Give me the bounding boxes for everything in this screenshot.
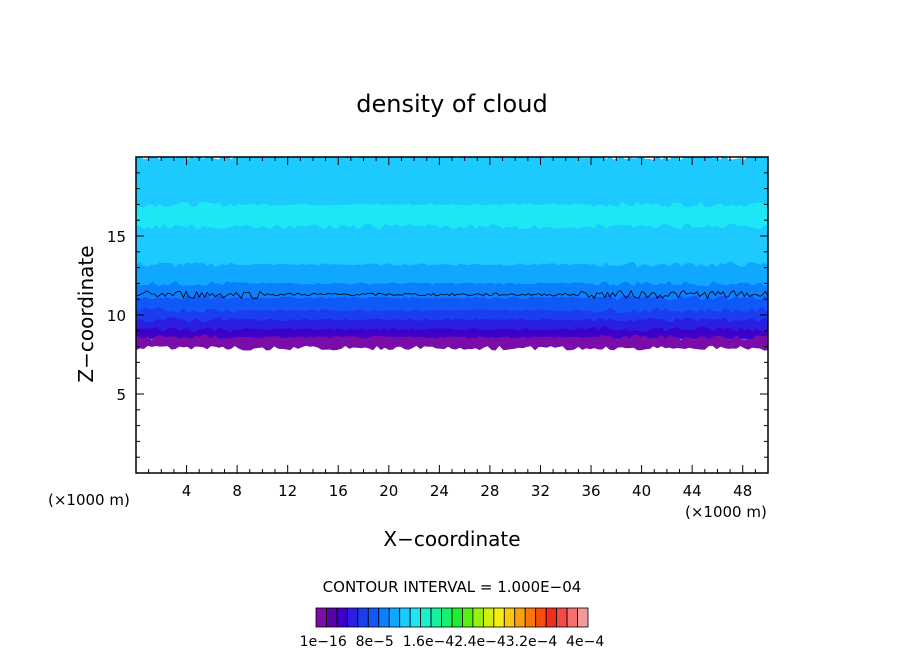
colorbar-cell bbox=[535, 607, 547, 628]
x-tick-label: 44 bbox=[683, 482, 702, 500]
colorbar-cell bbox=[577, 607, 589, 628]
colorbar-cell bbox=[472, 607, 484, 628]
colorbar-cell bbox=[556, 607, 568, 628]
x-tick-label: 48 bbox=[733, 482, 752, 500]
x-tick-label: 40 bbox=[632, 482, 651, 500]
colorbar-cell bbox=[503, 607, 516, 628]
x-tick-label: 12 bbox=[278, 482, 297, 500]
colorbar-cell bbox=[367, 607, 380, 628]
x-tick-label: 36 bbox=[581, 482, 600, 500]
colorbar-cell bbox=[336, 607, 348, 628]
colorbar-cell bbox=[524, 607, 537, 628]
colorbar bbox=[315, 607, 589, 628]
colorbar-cell bbox=[493, 607, 505, 628]
x-axis-label: X−coordinate bbox=[383, 527, 520, 551]
x-unit-label: (×1000 m) bbox=[685, 503, 767, 521]
colorbar-cell bbox=[482, 607, 495, 628]
colorbar-cell bbox=[399, 607, 411, 628]
colorbar-cell bbox=[326, 607, 338, 628]
y-axis-label: Z−coordinate bbox=[74, 245, 98, 382]
x-tick-label: 20 bbox=[379, 482, 398, 500]
x-tick-label: 4 bbox=[182, 482, 192, 500]
colorbar-cell bbox=[315, 607, 327, 628]
x-tick-label: 28 bbox=[480, 482, 499, 500]
colorbar-cell bbox=[441, 607, 453, 628]
y-tick-label: 10 bbox=[107, 307, 126, 325]
y-tick-label: 5 bbox=[116, 386, 126, 404]
colorbar-cell bbox=[451, 607, 463, 628]
colorbar-cell bbox=[388, 607, 401, 628]
colorbar-cell bbox=[514, 607, 526, 628]
colorbar-cell bbox=[566, 607, 578, 628]
colorbar-cell bbox=[346, 607, 359, 628]
colorbar-tick-labels: 1e−16 8e−5 1.6e−42.4e−43.2e−4 4e−4 bbox=[300, 634, 605, 650]
x-tick-label: 32 bbox=[531, 482, 550, 500]
density-layer bbox=[136, 201, 768, 230]
chart-title: density of cloud bbox=[356, 90, 547, 118]
contour-line bbox=[136, 289, 768, 300]
x-tick-label: 8 bbox=[232, 482, 242, 500]
y-tick-label: 15 bbox=[107, 228, 126, 246]
colorbar-cell bbox=[545, 607, 558, 628]
y-unit-label: (×1000 m) bbox=[48, 491, 130, 509]
plot-area bbox=[135, 156, 769, 474]
colorbar-cell bbox=[462, 607, 474, 628]
x-tick-label: 16 bbox=[329, 482, 348, 500]
contour-interval-label: CONTOUR INTERVAL = 1.000E−04 bbox=[323, 578, 582, 596]
colorbar-cell bbox=[420, 607, 432, 628]
density-layer bbox=[136, 334, 768, 351]
x-tick-label: 24 bbox=[430, 482, 449, 500]
colorbar-cell bbox=[409, 607, 422, 628]
colorbar-cell bbox=[430, 607, 442, 628]
colorbar-cell bbox=[378, 607, 390, 628]
colorbar-cell bbox=[357, 607, 369, 628]
